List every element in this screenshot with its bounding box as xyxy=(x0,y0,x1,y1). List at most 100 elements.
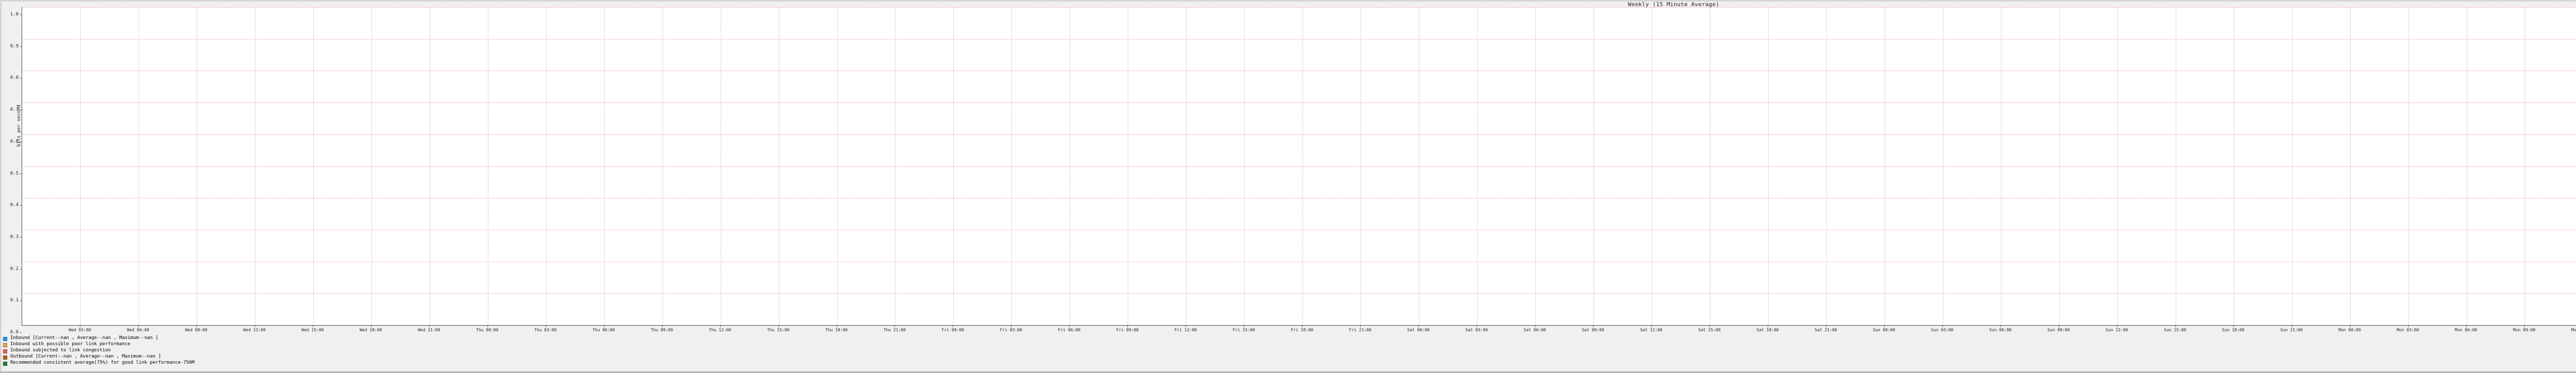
x-tick-mark xyxy=(1651,326,1652,327)
x-tick-mark xyxy=(2175,326,2176,327)
x-tick-label: Sat 09:00 xyxy=(1582,328,1604,332)
legend-label: Inbound subjected to link congestion xyxy=(10,348,111,353)
x-tick-mark xyxy=(1418,326,1419,327)
gridline-vertical xyxy=(2524,7,2526,325)
x-tick-label: Sun 03:00 xyxy=(1931,328,1954,332)
x-tick-label: Mon 03:00 xyxy=(2396,328,2419,332)
window-bottom-edge xyxy=(0,371,2576,373)
x-tick-label: Sat 03:00 xyxy=(1465,328,1488,332)
gridline-vertical xyxy=(953,7,954,325)
window-top-edge xyxy=(0,0,2576,2)
x-tick-label: Fri 00:00 xyxy=(941,328,964,332)
y-tick-mark xyxy=(20,46,22,47)
gridline-vertical xyxy=(1768,7,1769,325)
x-tick-label: Thu 21:00 xyxy=(883,328,906,332)
x-tick-mark xyxy=(196,326,197,327)
legend-swatch xyxy=(3,337,7,341)
x-tick-label: Fri 06:00 xyxy=(1058,328,1081,332)
x-tick-label: Sat 00:00 xyxy=(1407,328,1430,332)
gridline-vertical xyxy=(2059,7,2060,325)
gridline-horizontal xyxy=(22,39,2576,40)
x-tick-label: Fri 18:00 xyxy=(1291,328,1313,332)
x-tick-label: Thu 12:00 xyxy=(708,328,732,332)
y-tick-label: 0.4 xyxy=(10,202,19,208)
y-tick-label: 0.5 xyxy=(10,171,19,176)
x-tick-label: Wed 18:00 xyxy=(360,328,382,332)
x-tick-label: Mon 00:00 xyxy=(2338,328,2361,332)
gridline-vertical xyxy=(2350,7,2351,325)
y-tick-mark xyxy=(20,332,22,333)
x-tick-mark xyxy=(894,326,895,327)
x-tick-label: Sat 06:00 xyxy=(1523,328,1546,332)
x-tick-label: Mon 06:00 xyxy=(2454,328,2478,332)
y-axis: bits per second 0.0 0.1 0.2 0.3 0.4 0.5 0.6 0.7… xyxy=(0,7,22,335)
legend-swatch xyxy=(3,343,7,347)
y-tick-mark xyxy=(20,14,22,15)
gridline-vertical xyxy=(371,7,372,325)
x-tick-label: Mon 09:00 xyxy=(2513,328,2536,332)
x-tick-mark xyxy=(1593,326,1594,327)
x-tick-label: Sat 21:00 xyxy=(1815,328,1837,332)
window-left-edge xyxy=(0,2,2,371)
x-tick-label: Sun 06:00 xyxy=(1989,328,2012,332)
x-tick-label: Fri 15:00 xyxy=(1232,328,1255,332)
gridline-horizontal xyxy=(22,7,2576,8)
y-tick-label: 0.6 xyxy=(10,139,19,144)
x-tick-mark xyxy=(1709,326,1710,327)
x-tick-label: Thu 18:00 xyxy=(825,328,848,332)
x-tick-label: Fri 21:00 xyxy=(1349,328,1371,332)
x-tick-label: Fri 03:00 xyxy=(999,328,1023,332)
gridline-vertical xyxy=(1477,7,1478,325)
legend-swatch xyxy=(3,349,7,353)
y-tick-mark xyxy=(20,236,22,238)
gridline-vertical xyxy=(1186,7,1187,325)
gridline-vertical xyxy=(1011,7,1012,325)
x-tick-mark xyxy=(2466,326,2467,327)
x-tick-label: Sat 15:00 xyxy=(1698,328,1721,332)
legend-label: Inbound with possible poor link performa… xyxy=(10,342,130,347)
x-tick-mark xyxy=(2233,326,2234,327)
x-tick-mark xyxy=(1884,326,1885,327)
x-tick-label: Fri 12:00 xyxy=(1174,328,1197,332)
gridline-horizontal xyxy=(22,134,2576,135)
gridline-vertical xyxy=(1535,7,1536,325)
legend-swatch xyxy=(3,362,7,366)
x-tick-mark xyxy=(1942,326,1943,327)
x-tick-label: Sun 09:00 xyxy=(2047,328,2070,332)
x-tick-label: Thu 09:00 xyxy=(650,328,673,332)
y-tick-mark xyxy=(20,205,22,206)
x-tick-mark xyxy=(778,326,779,327)
x-tick-mark xyxy=(2408,326,2409,327)
legend-row: Inbound with possible poor link performa… xyxy=(3,341,2576,347)
x-tick-mark xyxy=(1069,326,1070,327)
x-tick-label: Sun 00:00 xyxy=(1873,328,1895,332)
x-tick-label: Wed 06:00 xyxy=(127,328,149,332)
legend-row: Recommended consistent average(75%) for … xyxy=(3,360,2576,366)
x-tick-mark xyxy=(1185,326,1187,327)
chart-title: Weekly (15 Minute Average) xyxy=(1628,1,1720,8)
x-tick-label: Thu 15:00 xyxy=(767,328,790,332)
x-axis: Wed 03:00 Wed 06:00 Wed 09:00 Wed 12:00 Wed … xyxy=(22,326,2576,335)
x-tick-mark xyxy=(138,326,139,327)
plot-area[interactable] xyxy=(22,7,2576,326)
chart-legend: Inbound [Current--nan , Average--nan , M… xyxy=(3,335,2576,367)
x-tick-label: Wed 03:00 xyxy=(69,328,91,332)
x-tick-label: Wed 12:00 xyxy=(243,328,266,332)
x-tick-label: Thu 03:00 xyxy=(534,328,557,332)
x-tick-label: Thu 00:00 xyxy=(476,328,499,332)
gridline-vertical xyxy=(313,7,314,325)
x-tick-label: Wed 21:00 xyxy=(418,328,440,332)
legend-label: Outbound [Current--nan , Average--nan , … xyxy=(10,354,161,359)
y-tick-label: 1.0 xyxy=(10,12,19,17)
y-tick-label: 0.1 xyxy=(10,298,19,303)
gridline-vertical xyxy=(80,7,81,325)
gridline-vertical xyxy=(2001,7,2002,325)
x-tick-mark xyxy=(487,326,488,327)
gridline-horizontal xyxy=(22,293,2576,294)
x-tick-mark xyxy=(720,326,721,327)
y-tick-label: 0.2 xyxy=(10,266,19,272)
legend-row: Inbound [Current--nan , Average--nan , M… xyxy=(3,335,2576,341)
x-tick-label: Sat 12:00 xyxy=(1640,328,1663,332)
y-tick-label: 0.0 xyxy=(10,330,19,335)
x-tick-label: Sun 21:00 xyxy=(2280,328,2303,332)
